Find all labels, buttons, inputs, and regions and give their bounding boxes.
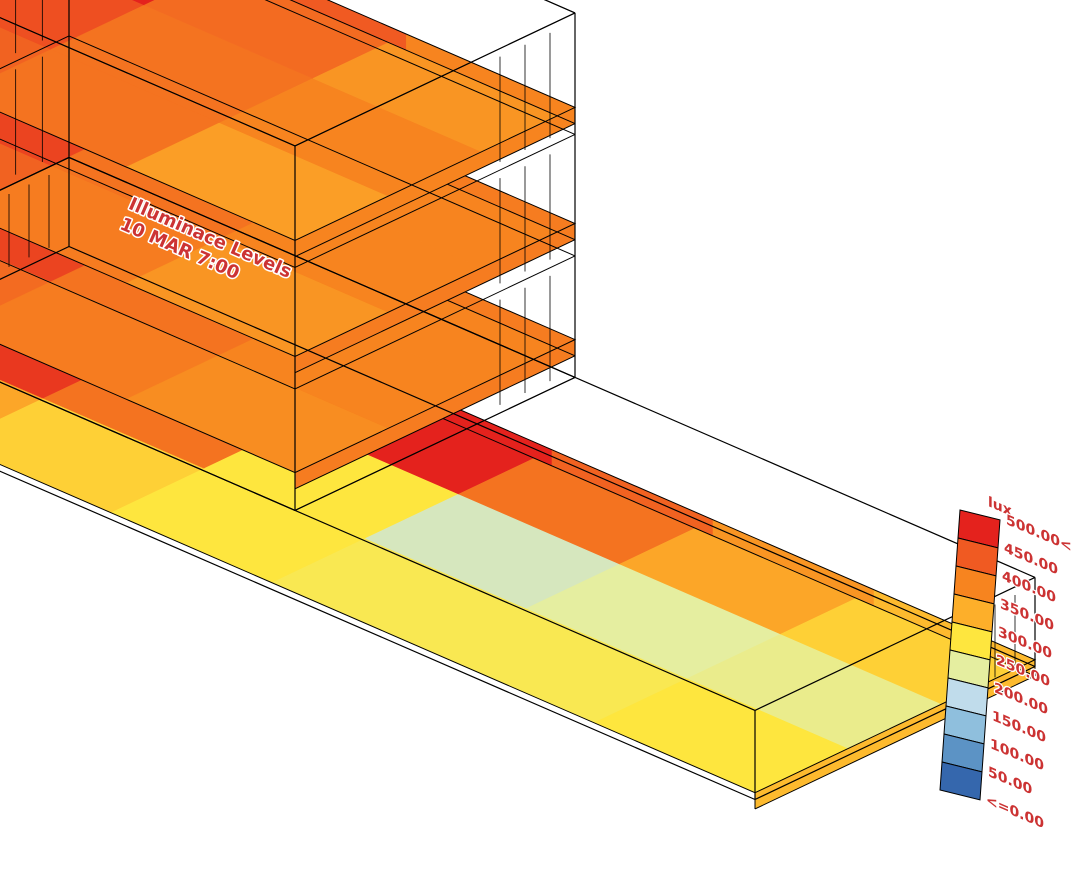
- illuminance-3d-diagram: lux500.00<=450.00400.00350.00300.00250.0…: [0, 0, 1072, 880]
- color-legend: lux500.00<=450.00400.00350.00300.00250.0…: [940, 494, 1072, 833]
- legend-tick-label: 50.00: [988, 763, 1032, 798]
- legend-tick-label: <=0.00: [986, 791, 1044, 832]
